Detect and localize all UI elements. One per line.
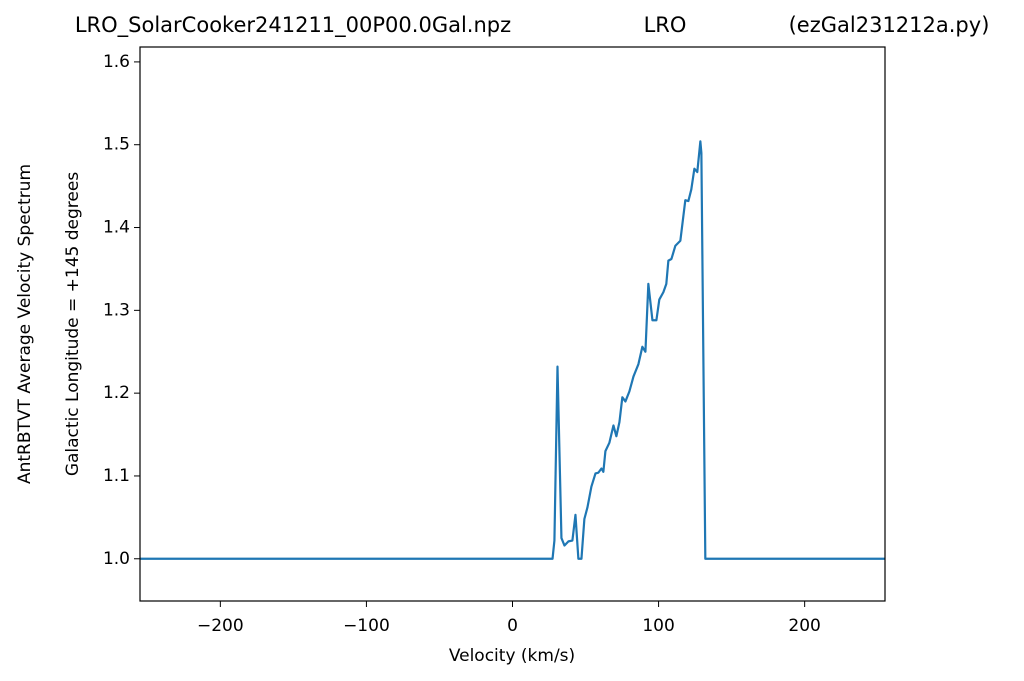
y-axis-label: AntRBTVT Average Velocity Spectrum (15, 164, 35, 484)
x-axis-label: Velocity (km/s) (449, 646, 575, 666)
x-tick-label: 100 (642, 616, 674, 636)
line-series (140, 140, 885, 560)
y-tick-label: 1.1 (103, 466, 130, 486)
chart-title: LRO_SolarCooker241211_00P00.0Gal.npz (75, 13, 511, 38)
y-tick-label: 1.0 (103, 549, 130, 569)
x-tick-label: −100 (343, 616, 390, 636)
plot-frame (139, 46, 886, 602)
x-tick-label: 0 (507, 616, 518, 636)
y-tick-label: 1.4 (103, 218, 130, 238)
chart-title: LRO (644, 13, 687, 37)
y-tick-label: 1.2 (103, 383, 130, 403)
y-tick-label: 1.6 (103, 52, 130, 72)
y-tick-label: 1.3 (103, 300, 130, 320)
y-tick-label: 1.5 (103, 135, 130, 155)
chart-title: (ezGal231212a.py) (789, 13, 990, 37)
x-tick-label: 200 (788, 616, 820, 636)
y-axis-label: Galactic Longitude = +145 degrees (63, 172, 83, 476)
x-tick-label: −200 (197, 616, 244, 636)
